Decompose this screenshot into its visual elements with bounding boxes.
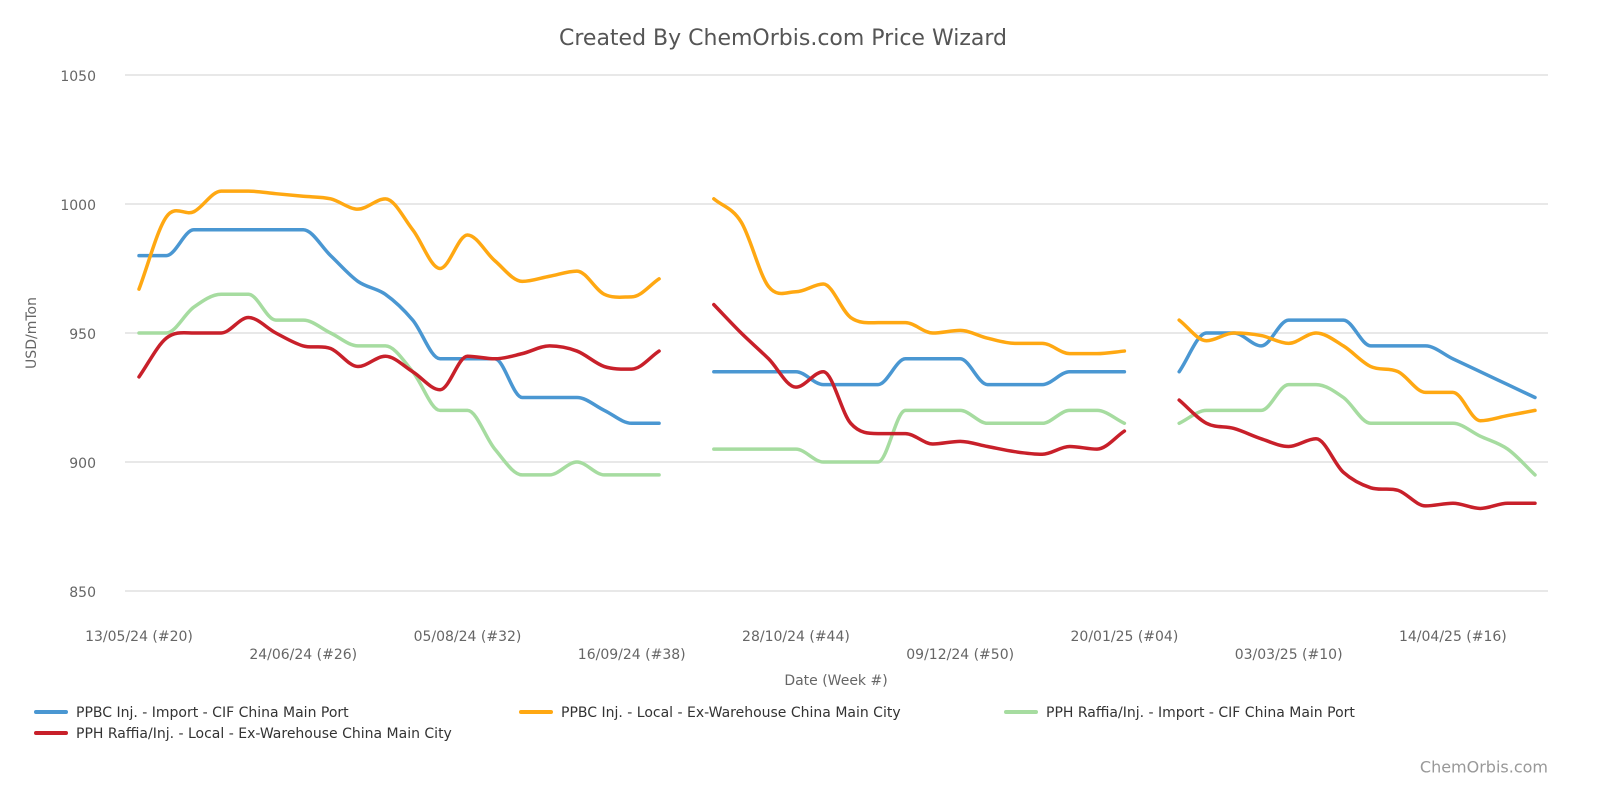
y-tick-label: 1000 [60, 198, 96, 214]
x-tick-label: 09/12/24 (#50) [906, 647, 1014, 663]
legend-label: PPBC Inj. - Import - CIF China Main Port [76, 705, 349, 721]
line-series [137, 292, 1537, 477]
legend-label: PPH Raffia/Inj. - Local - Ex-Warehouse C… [76, 726, 452, 742]
x-tick-label: 14/04/25 (#16) [1399, 629, 1507, 645]
legend-label: PPBC Inj. - Local - Ex-Warehouse China M… [561, 705, 901, 721]
y-tick-label: 1050 [60, 69, 96, 85]
x-tick-label: 28/10/24 (#44) [742, 629, 850, 645]
line-series [137, 189, 1537, 423]
x-tick-label: 20/01/25 (#04) [1071, 629, 1179, 645]
chart-title: Created By ChemOrbis.com Price Wizard [559, 26, 1007, 51]
x-tick-label: 16/09/24 (#38) [578, 647, 686, 663]
x-tick-label: 05/08/24 (#32) [414, 629, 522, 645]
credits: ChemOrbis.com [1420, 758, 1548, 777]
y-tick-label: 850 [69, 585, 96, 601]
x-tick-label: 03/03/25 (#10) [1235, 647, 1343, 663]
y-tick-label: 900 [69, 456, 96, 472]
line-series [137, 302, 1537, 511]
x-tick-label: 24/06/24 (#26) [249, 647, 357, 663]
y-axis-label: USD/mTon [24, 297, 40, 369]
x-axis-label: Date (Week #) [784, 673, 887, 689]
x-tick-label: 13/05/24 (#20) [85, 629, 193, 645]
legend-label: PPH Raffia/Inj. - Import - CIF China Mai… [1046, 705, 1355, 721]
y-tick-label: 950 [69, 327, 96, 343]
